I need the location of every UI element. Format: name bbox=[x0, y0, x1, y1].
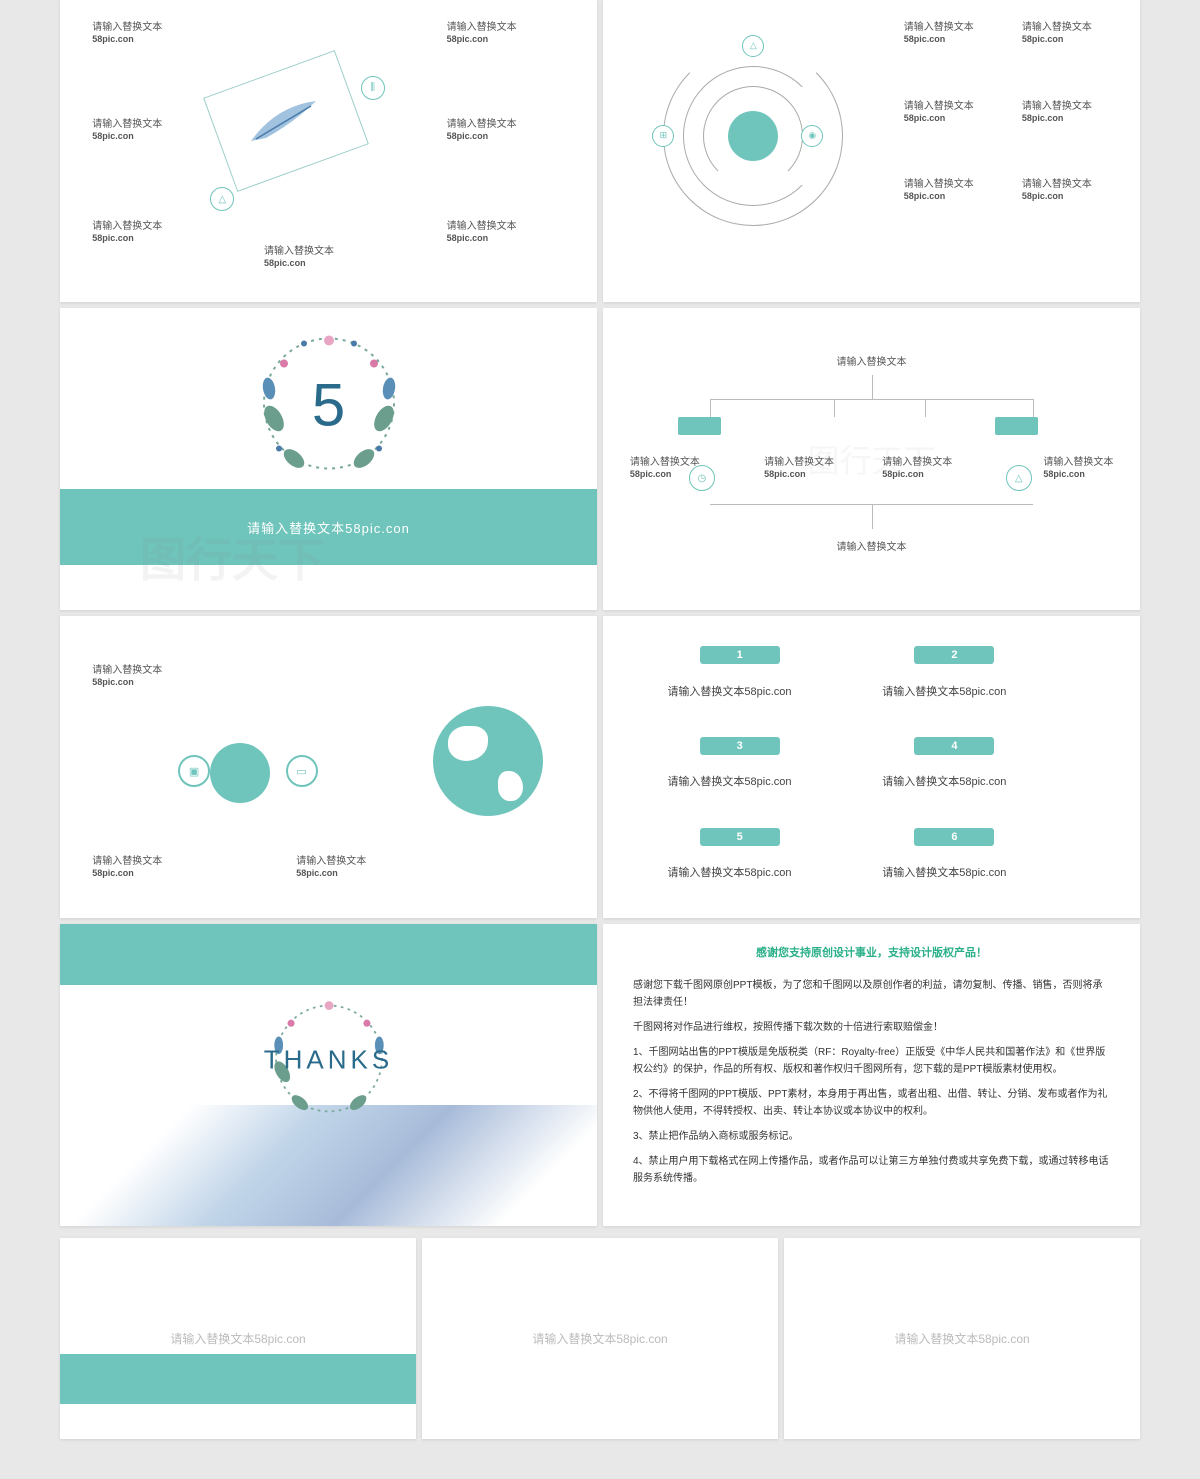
pill-text: 请输入替换文本58pic.con bbox=[882, 773, 1006, 789]
orbit-center bbox=[728, 111, 778, 161]
copyright-p2: 千图网将对作品进行维权，按照传播下载次数的十倍进行索取赔偿金！ bbox=[633, 1019, 1110, 1036]
section-band: 请输入替换文本58pic.con bbox=[60, 489, 597, 565]
top-band bbox=[60, 924, 597, 984]
pill-6: 6 bbox=[914, 828, 994, 846]
band-text: 请输入替换文本58pic.con bbox=[247, 518, 410, 537]
slide-thanks: THANKS bbox=[60, 924, 597, 1226]
copyright-p3: 1、千图网站出售的PPT模版是免版税类（RF：Royalty-free）正版受《… bbox=[633, 1044, 1110, 1078]
orbit-diagram: ⊞ △ ◉ bbox=[663, 46, 843, 226]
bars-icon: ⫼ bbox=[361, 76, 385, 100]
mini-slide: 请输入替换文本58pic.con bbox=[60, 1238, 416, 1438]
pill-5: 5 bbox=[700, 828, 780, 846]
pill-text: 请输入替换文本58pic.con bbox=[667, 773, 791, 789]
pill-3: 3 bbox=[700, 737, 780, 755]
org-box bbox=[678, 417, 721, 435]
mini-label: 请输入替换文本58pic.con bbox=[894, 1330, 1029, 1347]
label-title: 请输入替换文本 bbox=[92, 18, 162, 33]
copyright-header: 感谢您支持原创设计事业，支持设计版权产品！ bbox=[633, 944, 1110, 963]
mini-label: 请输入替换文本58pic.con bbox=[532, 1330, 667, 1347]
orbit-node-icon: △ bbox=[742, 35, 764, 57]
feather-icon bbox=[246, 96, 326, 146]
thanks-text: THANKS bbox=[264, 1045, 393, 1076]
slide-orgchart: 请输入替换文本 ◷ △ 请输入替换文本58pic.con 请输入替换文本58pi… bbox=[603, 308, 1140, 610]
pill-2: 2 bbox=[914, 646, 994, 664]
pill-4: 4 bbox=[914, 737, 994, 755]
triangle-icon: △ bbox=[210, 187, 234, 211]
mini-slide: 请输入替换文本58pic.con bbox=[422, 1238, 778, 1438]
pill-text: 请输入替换文本58pic.con bbox=[667, 683, 791, 699]
slide-feather: △ ⫼ 请输入替换文本58pic.con 请输入替换文本58pic.con 请输… bbox=[60, 0, 597, 302]
copyright-p1: 感谢您下载千图网原创PPT模板，为了您和千图网以及原创作者的利益，请勿复制、传播… bbox=[633, 977, 1110, 1011]
orbit-node-icon: ⊞ bbox=[652, 125, 674, 147]
mini-slide: 请输入替换文本58pic.con bbox=[784, 1238, 1140, 1438]
section-number: 5 bbox=[312, 370, 345, 439]
pill-text: 请输入替换文本58pic.con bbox=[882, 864, 1006, 880]
slide-globe: ▣ ▭ 请输入替换文本58pic.con 请输入替换文本58pic.con 请输… bbox=[60, 616, 597, 918]
org-box bbox=[995, 417, 1038, 435]
square-icon: ▣ bbox=[178, 755, 210, 787]
pill-text: 请输入替换文本58pic.con bbox=[667, 864, 791, 880]
slide-numbered: 1 2 请输入替换文本58pic.con 请输入替换文本58pic.con 3 … bbox=[603, 616, 1140, 918]
triangle-icon: △ bbox=[1006, 465, 1032, 491]
mini-label: 请输入替换文本58pic.con bbox=[170, 1330, 305, 1347]
globe-icon bbox=[433, 706, 543, 816]
slide-orbit: ⊞ △ ◉ 请输入替换文本58pic.con 请输入替换文本58pic.con … bbox=[603, 0, 1140, 302]
slide-section-5: 5 请输入替换文本58pic.con 图行天下 bbox=[60, 308, 597, 610]
orbit-node-icon: ◉ bbox=[801, 125, 823, 147]
big-circle bbox=[210, 743, 270, 803]
pill-text: 请输入替换文本58pic.con bbox=[882, 683, 1006, 699]
watermark: 图行天下 bbox=[807, 436, 935, 482]
copyright-p4: 2、不得将千图网的PPT模版、PPT素材，本身用于再出售，或者出租、出借、转让、… bbox=[633, 1086, 1110, 1120]
card-icon: ▭ bbox=[286, 755, 318, 787]
label-sub: 58pic.con bbox=[92, 34, 162, 44]
bottom-previews: 请输入替换文本58pic.con 请输入替换文本58pic.con 请输入替换文… bbox=[20, 1226, 1180, 1478]
copyright-p5: 3、禁止把作品纳入商标或服务标记。 bbox=[633, 1128, 1110, 1145]
pill-1: 1 bbox=[700, 646, 780, 664]
label-block: 请输入替换文本58pic.con bbox=[92, 18, 162, 44]
slide-copyright: 感谢您支持原创设计事业，支持设计版权产品！ 感谢您下载千图网原创PPT模板，为了… bbox=[603, 924, 1140, 1226]
copyright-p6: 4、禁止用户用下载格式在网上传播作品，或者作品可以让第三方单独付费或共享免费下载… bbox=[633, 1153, 1110, 1187]
